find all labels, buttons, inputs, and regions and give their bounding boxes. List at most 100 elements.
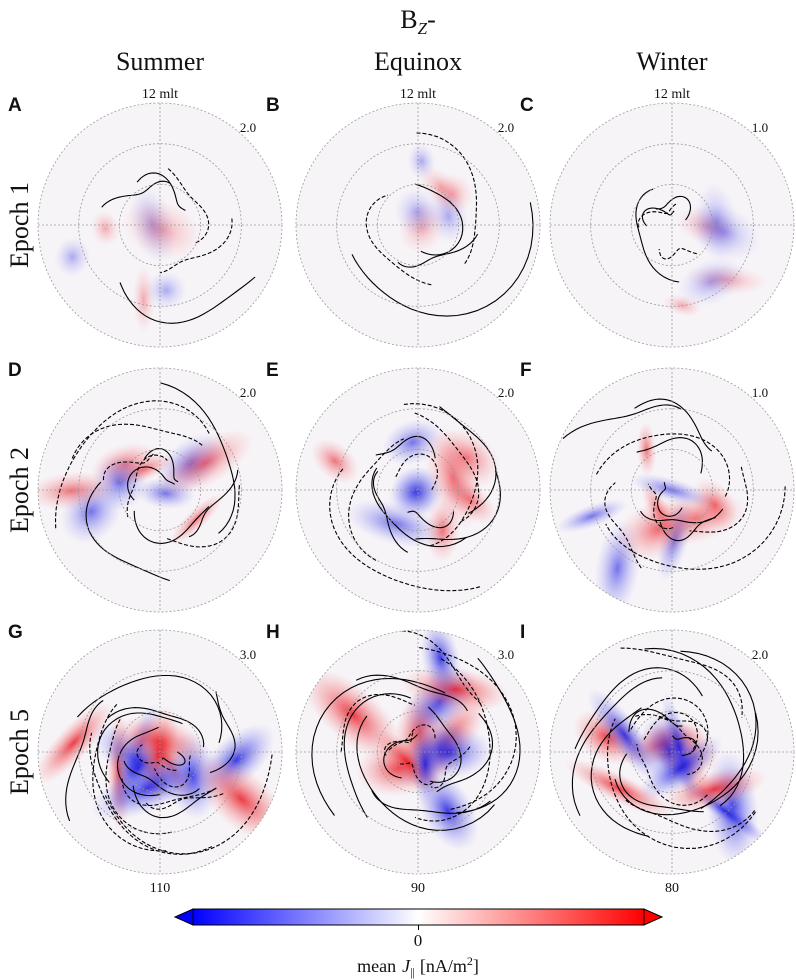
polar-panel: A 12 mlt 2.0 — [8, 87, 283, 348]
grid-circle — [336, 143, 500, 307]
colorbar-tick-label: 0 — [414, 931, 423, 950]
polar-panel: I 2.0 80 — [520, 622, 795, 896]
contour-line — [562, 404, 682, 440]
contour-step-label: 2.0 — [498, 120, 514, 135]
contour-line — [160, 382, 236, 534]
contour-line — [619, 753, 704, 813]
field-blob — [90, 754, 206, 822]
grid-circle — [78, 143, 242, 307]
title-base: B — [400, 5, 417, 34]
grid-circle — [295, 367, 541, 613]
contour-line — [65, 700, 104, 822]
grid-circle — [549, 629, 795, 875]
field-blob — [614, 497, 701, 562]
grid-circle — [590, 143, 754, 307]
colorbar-max-arrow — [643, 908, 664, 926]
contour-line — [167, 168, 210, 244]
grid-circle — [78, 670, 242, 834]
contour-line — [680, 650, 757, 810]
contour-line — [123, 760, 200, 796]
polar-panel: F 1.0 — [520, 360, 795, 613]
contour-line — [165, 485, 240, 548]
contour-line — [644, 647, 745, 807]
contour-line — [343, 693, 411, 818]
mlt-label: 12 mlt — [654, 87, 690, 102]
contour-line — [620, 647, 743, 718]
contour-line — [427, 706, 462, 783]
polar-panel: E 2.0 — [266, 360, 541, 613]
contour-line — [126, 454, 168, 518]
field-blob — [420, 630, 461, 696]
contour-line — [414, 658, 491, 822]
contour-line — [383, 731, 414, 756]
contour-line — [92, 704, 167, 852]
colorbar-label-subscript: || — [410, 965, 415, 979]
contour-line — [414, 183, 464, 256]
colorbar-label-close: ] — [473, 956, 479, 976]
title-suffix: - — [427, 5, 436, 34]
contour-line — [54, 400, 210, 529]
contour-line — [127, 466, 175, 501]
contour-line — [636, 437, 703, 474]
contour-step-label: 2.0 — [498, 385, 514, 400]
contour-line — [395, 453, 438, 491]
grid-circle — [630, 710, 714, 794]
contour-line — [132, 785, 217, 819]
contour-line — [348, 438, 405, 561]
colorbar-label-prefix: mean — [357, 956, 396, 976]
figure-title: BZ- — [400, 5, 435, 38]
grid-circle — [376, 448, 460, 532]
mlt-label: 12 mlt — [400, 87, 436, 102]
polar-panel: G 3.0 110 — [8, 622, 283, 896]
grid-circle — [295, 629, 541, 875]
grid-circle — [37, 367, 283, 613]
grid-circle — [549, 102, 795, 348]
contour-line — [419, 647, 517, 811]
panel-letter: A — [8, 95, 22, 116]
panel-letter: I — [520, 622, 525, 643]
contour-line — [119, 276, 256, 324]
grid-circle — [630, 448, 714, 532]
contour-line — [311, 677, 446, 816]
contour-line — [116, 726, 161, 797]
grid-circle — [376, 710, 460, 794]
bottom-label: 80 — [665, 881, 679, 896]
contour-line — [658, 247, 697, 260]
panel-letter: G — [8, 622, 23, 643]
contour-line — [407, 510, 455, 529]
field-blob — [90, 209, 121, 247]
colorbar-label-units: [nA/m — [420, 956, 467, 976]
field-blob — [38, 471, 117, 511]
row-header: Epoch 5 — [5, 709, 34, 795]
field-blob — [418, 165, 465, 210]
polar-panel: D 2.0 — [8, 360, 283, 613]
contour-line — [159, 218, 233, 274]
field-blob — [38, 701, 114, 785]
field-blob — [409, 724, 441, 805]
contour-line — [133, 506, 210, 544]
contour-line — [383, 733, 419, 779]
contour-line — [623, 798, 756, 832]
contour-line — [101, 180, 171, 208]
contour-line — [614, 712, 759, 816]
contour-line — [153, 755, 191, 788]
contour-line — [97, 712, 183, 783]
contour-line — [85, 481, 170, 582]
contour-line — [144, 448, 179, 483]
row-header: Epoch 2 — [5, 447, 34, 533]
contour-line — [329, 466, 481, 592]
contour-line — [689, 466, 749, 533]
bottom-label: 110 — [150, 881, 170, 896]
contour-step-label: 2.0 — [752, 647, 768, 662]
contour-line — [630, 697, 709, 760]
contour-line — [136, 172, 186, 211]
field-blob — [638, 734, 724, 801]
panel-letter: H — [266, 622, 280, 643]
contour-line — [595, 433, 731, 499]
colorbar-min-arrow — [173, 908, 194, 926]
current-field — [38, 630, 282, 874]
contour-line — [209, 691, 236, 774]
grid-circle — [118, 448, 202, 532]
panel-letter: E — [266, 360, 279, 381]
contour-line — [636, 743, 708, 806]
